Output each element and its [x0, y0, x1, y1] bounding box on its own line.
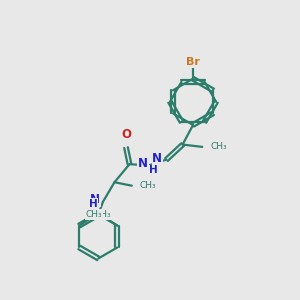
Text: N: N [138, 157, 148, 170]
Text: N: N [152, 152, 162, 165]
Text: H: H [89, 199, 98, 209]
Text: CH₃: CH₃ [140, 181, 157, 190]
Text: O: O [121, 128, 131, 141]
Text: N: N [90, 193, 100, 206]
Text: H: H [149, 165, 158, 176]
Text: CH₃: CH₃ [86, 210, 102, 219]
Text: CH₃: CH₃ [94, 210, 111, 219]
Text: Br: Br [186, 57, 200, 67]
Text: CH₃: CH₃ [210, 142, 227, 152]
